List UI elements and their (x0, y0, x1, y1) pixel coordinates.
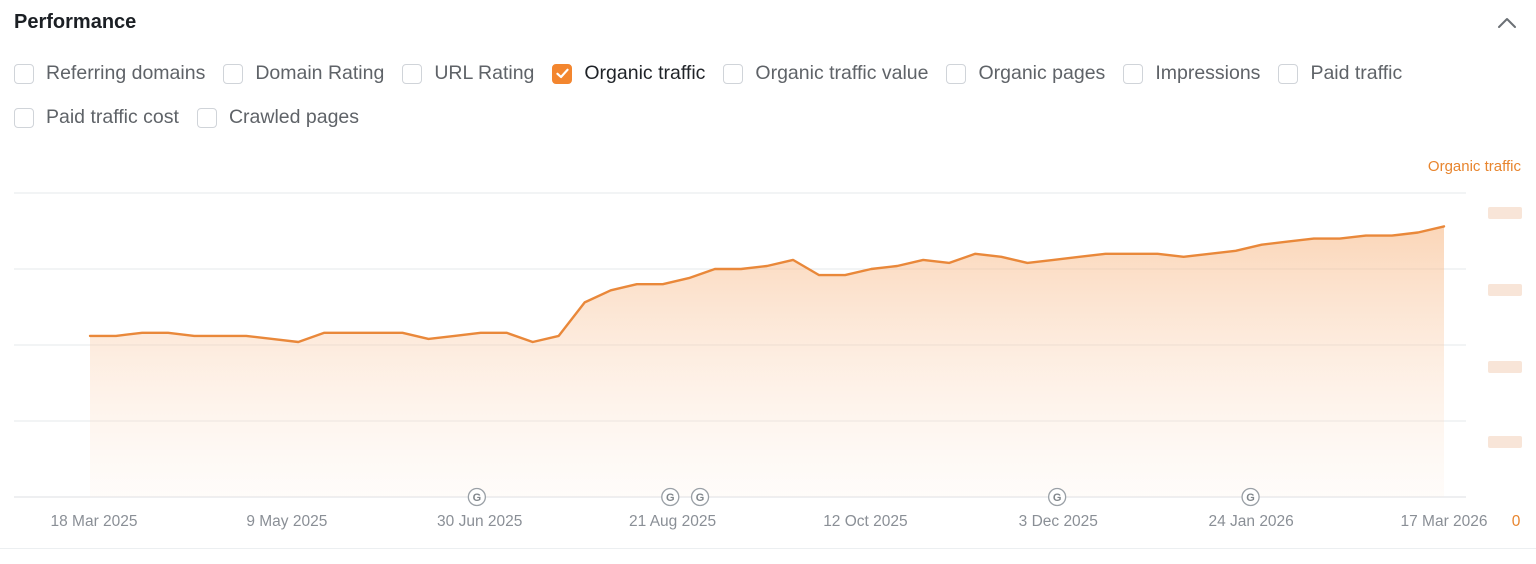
metric-label: URL Rating (434, 62, 535, 84)
checkmark-icon (556, 68, 569, 79)
metric-label: Impressions (1155, 62, 1261, 84)
svg-text:G: G (666, 492, 675, 504)
metric-label: Crawled pages (228, 106, 360, 128)
metric-option[interactable]: URL Rating (402, 62, 534, 85)
checkbox[interactable] (196, 107, 217, 128)
metric-label: Organic traffic (584, 62, 706, 84)
y-tick-label-obscured (1488, 436, 1522, 448)
x-tick-label: 24 Jan 2026 (1208, 513, 1293, 530)
metric-label: Domain Rating (255, 62, 385, 84)
x-tick-label: 18 Mar 2025 (50, 513, 137, 530)
x-tick-label: 3 Dec 2025 (1019, 513, 1098, 530)
google-update-marker[interactable]: G (1241, 487, 1260, 507)
google-update-marker[interactable]: G (1047, 487, 1067, 507)
chevron-up-icon (1498, 18, 1516, 28)
checkbox-checked[interactable] (552, 63, 573, 84)
y-tick-label-obscured (1488, 284, 1522, 296)
checkbox[interactable] (223, 63, 244, 84)
metric-label: Paid traffic (1310, 62, 1403, 84)
metric-row-2: Paid traffic cost Crawled pages (14, 106, 377, 129)
svg-text:G: G (1053, 492, 1062, 504)
panel-title: Performance (14, 11, 137, 33)
legend-organic-traffic: Organic traffic (1427, 158, 1521, 175)
google-update-marker[interactable]: G (661, 487, 680, 507)
metric-option[interactable]: Paid traffic (1278, 62, 1402, 85)
checkbox[interactable] (1123, 63, 1144, 84)
series-area-organic-traffic (90, 226, 1444, 497)
metric-option[interactable]: Impressions (1123, 62, 1260, 85)
google-update-marker[interactable]: G (690, 487, 710, 507)
google-update-marker[interactable]: G (467, 487, 487, 507)
x-tick-label: 21 Aug 2025 (629, 513, 716, 530)
checkbox[interactable] (946, 63, 967, 84)
svg-text:G: G (1246, 492, 1255, 504)
x-tick-label: 12 Oct 2025 (823, 513, 907, 530)
metric-option[interactable]: Organic pages (946, 62, 1105, 85)
metric-option[interactable]: Organic traffic value (723, 62, 928, 85)
metric-option[interactable]: Domain Rating (223, 62, 384, 85)
y-zero-label: 0 (1512, 513, 1521, 530)
bottom-divider (0, 548, 1536, 549)
checkbox[interactable] (723, 63, 744, 84)
metric-option[interactable]: Paid traffic cost (14, 106, 179, 129)
y-tick-label-obscured (1488, 207, 1522, 219)
svg-text:G: G (696, 492, 705, 504)
metric-option[interactable]: Organic traffic (552, 62, 705, 85)
metric-label: Referring domains (46, 62, 206, 84)
metric-option[interactable]: Referring domains (14, 62, 205, 85)
metric-label: Organic pages (978, 62, 1106, 84)
collapse-button[interactable] (1494, 10, 1520, 36)
checkbox[interactable] (14, 63, 34, 84)
svg-text:G: G (473, 492, 482, 504)
metric-row-1: Referring domains Domain Rating URL Rating… (14, 62, 1420, 85)
metric-label: Paid traffic cost (46, 106, 179, 128)
x-tick-label: 17 Mar 2026 (1400, 513, 1487, 530)
checkbox[interactable] (1278, 63, 1299, 84)
y-tick-label-obscured (1488, 361, 1522, 373)
checkbox[interactable] (14, 107, 34, 128)
metric-label: Organic traffic value (755, 62, 929, 84)
metric-option[interactable]: Crawled pages (196, 106, 360, 129)
x-tick-label: 9 May 2025 (246, 513, 327, 530)
checkbox[interactable] (402, 63, 423, 84)
x-tick-label: 30 Jun 2025 (437, 513, 522, 530)
series-line-organic-traffic (88, 225, 1446, 344)
